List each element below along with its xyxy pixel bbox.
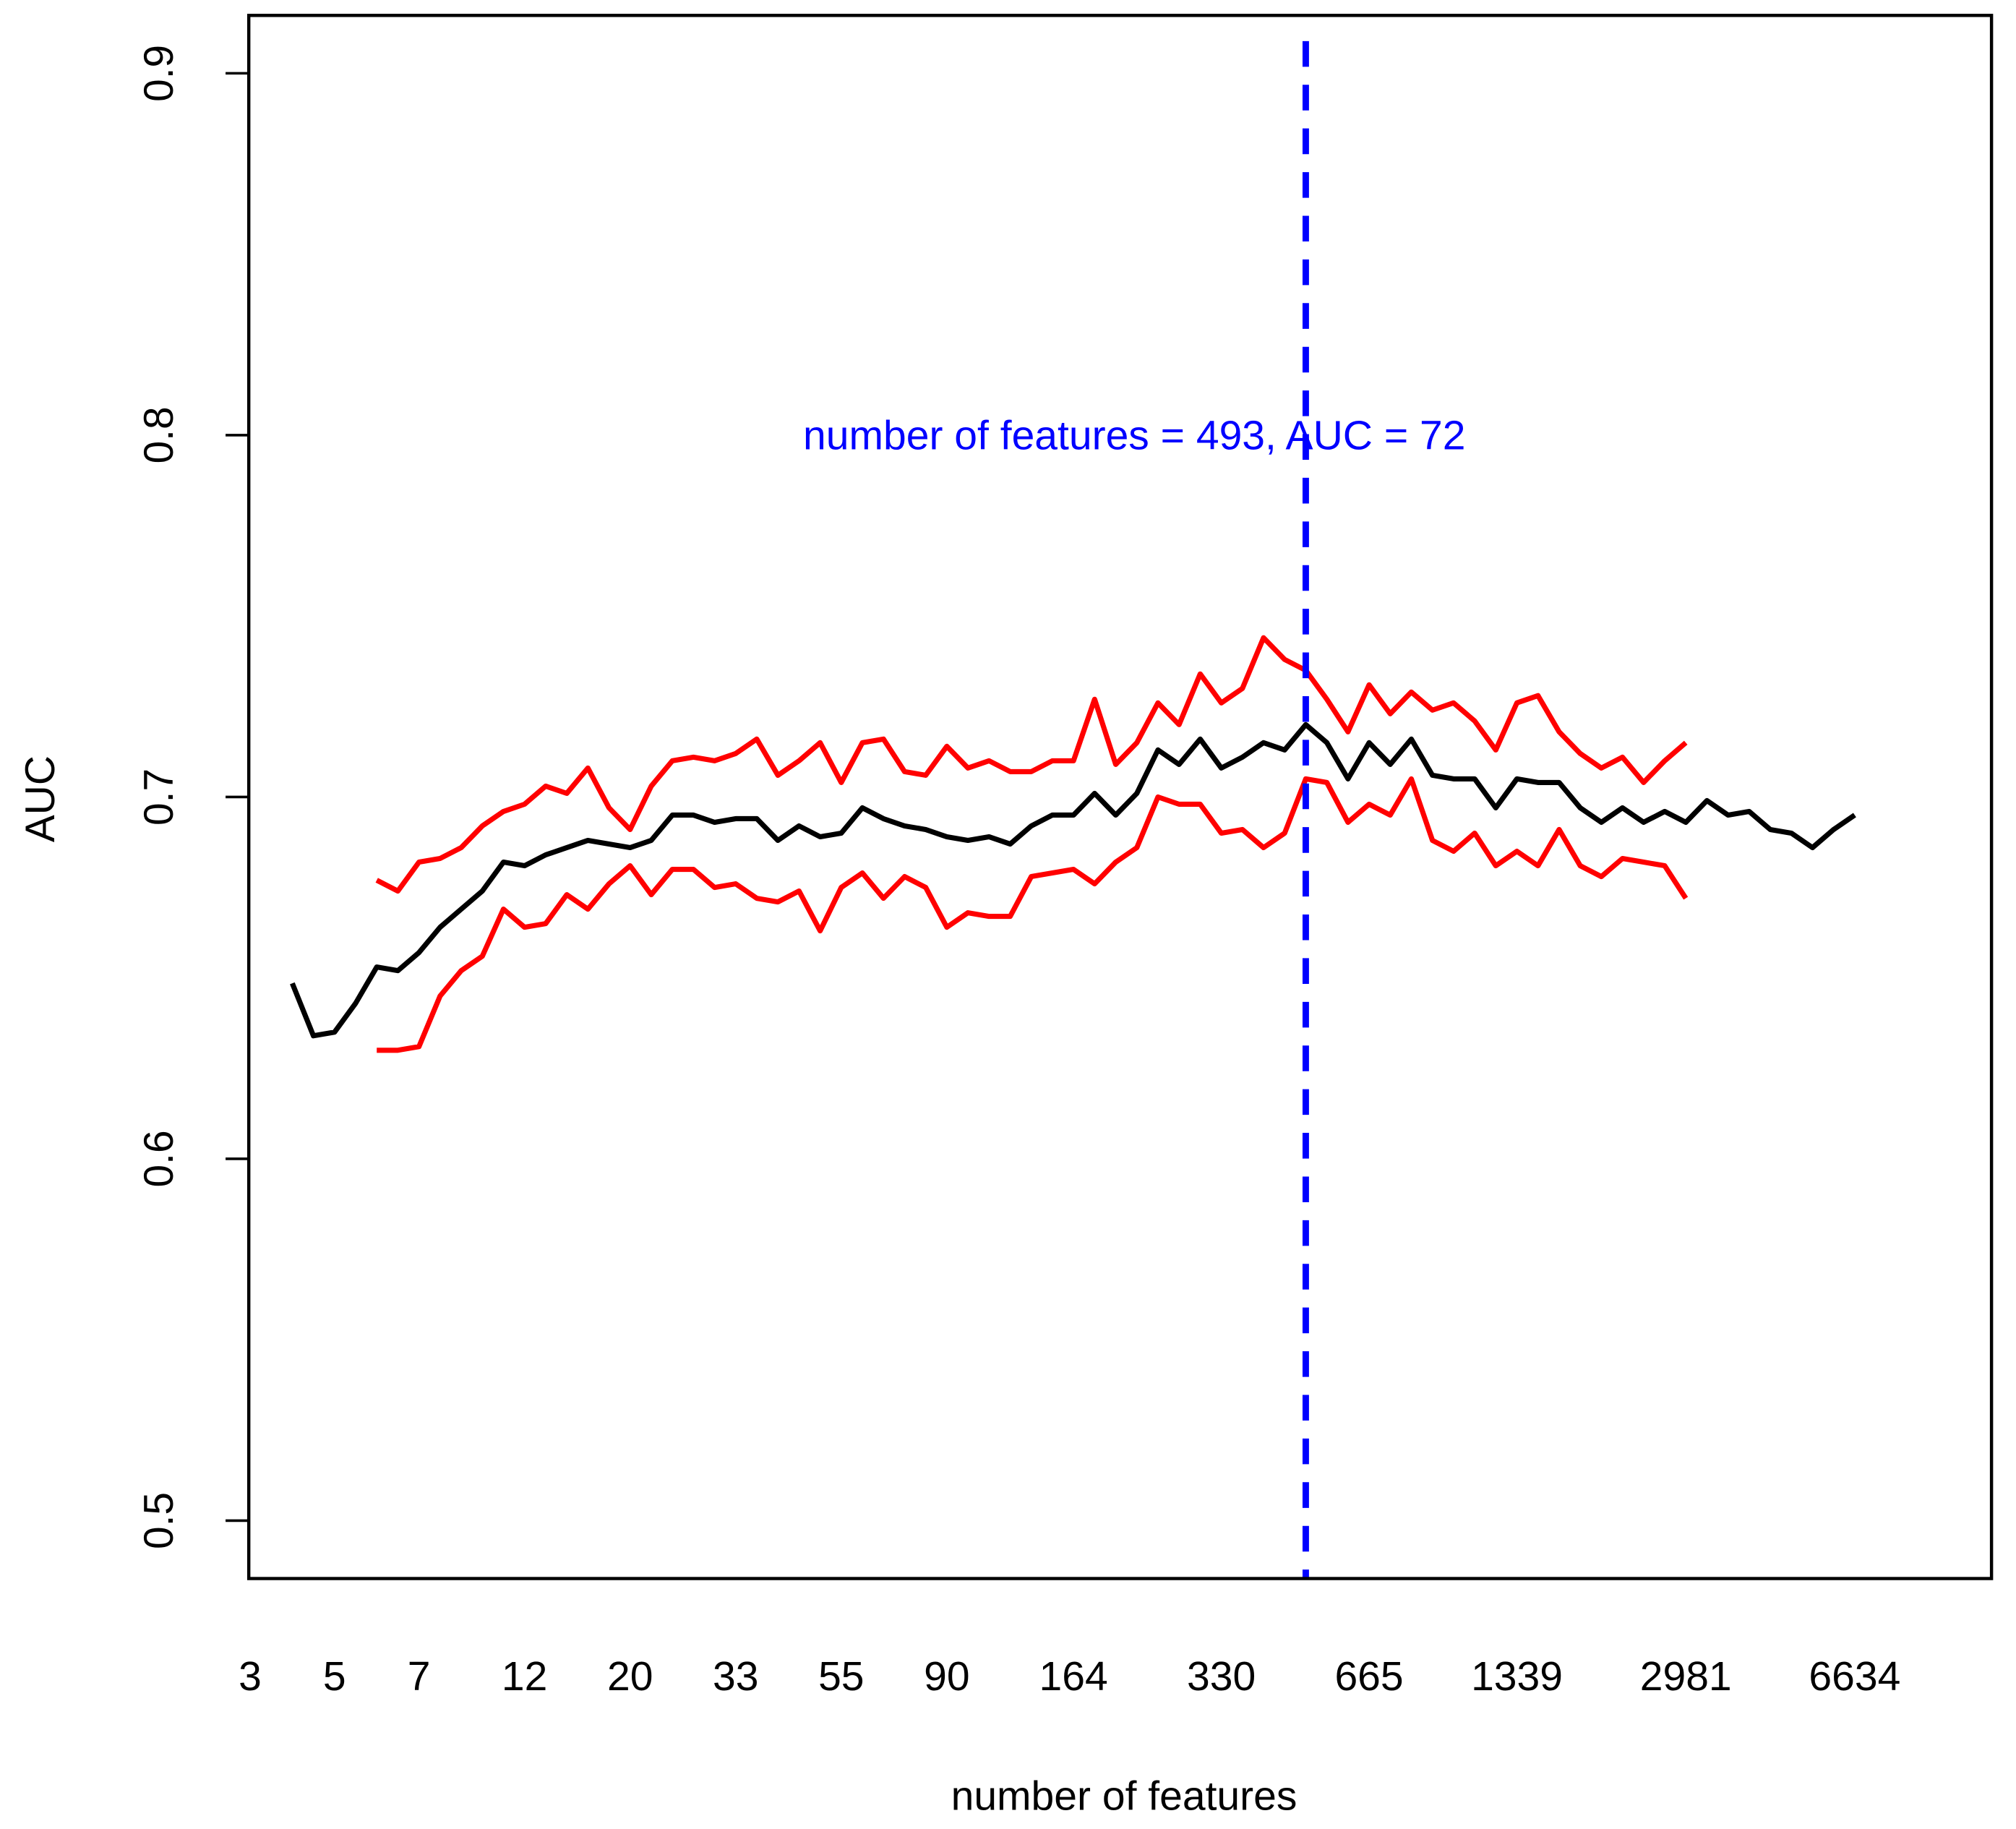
x-tick-label: 5 — [323, 1653, 346, 1700]
plot-frame — [246, 14, 1994, 1580]
y-tick-label: 0.7 — [136, 768, 182, 826]
x-tick-label: 665 — [1334, 1653, 1403, 1700]
series-line — [290, 721, 1856, 1039]
y-tick-label: 0.9 — [136, 45, 182, 102]
x-tick-label: 7 — [408, 1653, 431, 1700]
x-tick-label: 3 — [239, 1653, 262, 1700]
x-tick-label: 1339 — [1471, 1653, 1563, 1700]
y-axis-label: AUC — [17, 755, 64, 842]
y-tick-label: 0.5 — [136, 1492, 182, 1549]
x-axis-label: number of features — [951, 1773, 1297, 1819]
series-line — [377, 776, 1689, 1053]
x-tick-label: 164 — [1039, 1653, 1108, 1700]
x-tick-label: 33 — [713, 1653, 758, 1700]
x-tick-label: 55 — [818, 1653, 864, 1700]
x-tick-label: 90 — [924, 1653, 969, 1700]
annotation: number of features = 493, AUC = 72 — [803, 413, 1465, 459]
x-tick-label: 6634 — [1809, 1653, 1900, 1700]
x-tick-label: 12 — [502, 1653, 547, 1700]
y-tick-label: 0.6 — [136, 1130, 182, 1187]
series-line — [375, 635, 1688, 894]
x-tick-label: 2981 — [1640, 1653, 1732, 1700]
x-tick-label: 20 — [607, 1653, 653, 1700]
y-tick-label: 0.8 — [136, 406, 182, 463]
x-tick-label: 330 — [1187, 1653, 1256, 1700]
